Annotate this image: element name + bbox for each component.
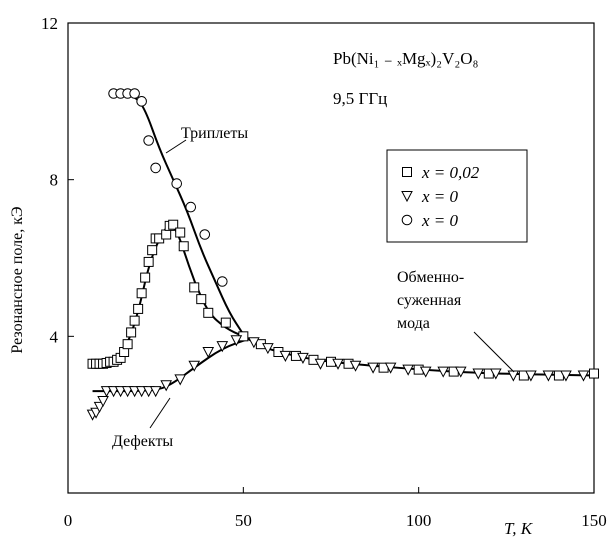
annotation-triplets: Триплеты <box>181 125 248 142</box>
y-axis-label: Резонансное поле, кЭ <box>9 206 26 353</box>
series-square <box>87 219 599 381</box>
data-point-square <box>126 327 137 338</box>
data-point-square <box>133 303 144 314</box>
data-point-triangle-down <box>525 370 537 382</box>
data-point-circle <box>136 96 147 107</box>
data-point-triangle-down <box>135 386 148 398</box>
annotation-exchange-mode-line2: суженная <box>397 292 462 309</box>
data-point-circle <box>216 276 228 287</box>
data-point-triangle-down <box>160 380 173 392</box>
annotation-defects: Дефекты <box>112 433 173 450</box>
annotation-triplets-pointer <box>165 139 187 154</box>
data-point-square <box>168 219 179 230</box>
data-point-square <box>220 317 231 328</box>
data-point-triangle-down <box>349 360 362 372</box>
annotation-exchange-mode-line3: мода <box>397 315 430 332</box>
data-point-triangle-down <box>188 360 201 372</box>
y-tick-label: 8 <box>50 171 59 190</box>
data-point-circle <box>171 178 183 189</box>
legend-marker-triangle-down <box>401 191 413 203</box>
legend-marker-square <box>402 167 412 177</box>
data-point-square <box>189 282 200 293</box>
data-point-circle <box>199 229 211 240</box>
x-tick-label: 50 <box>235 511 252 530</box>
x-tick-label: 0 <box>64 511 73 530</box>
data-point-circle <box>143 135 154 146</box>
series-circle <box>108 88 228 287</box>
data-point-triangle-down <box>174 374 187 386</box>
data-point-triangle-down <box>314 358 327 370</box>
data-point-square <box>136 288 147 299</box>
legend-label: x = 0 <box>421 187 459 206</box>
plot-area-border <box>67 22 595 494</box>
data-point-triangle-down <box>121 386 134 398</box>
data-point-square <box>589 368 599 379</box>
x-axis-label: T, K <box>504 519 534 538</box>
data-point-triangle-down <box>97 395 109 408</box>
data-point-triangle-down <box>367 362 379 374</box>
data-point-triangle-down <box>577 370 590 382</box>
data-point-square <box>175 227 186 238</box>
data-point-triangle-down <box>454 366 467 378</box>
data-point-triangle-down <box>100 386 113 398</box>
data-point-triangle-down <box>262 343 274 355</box>
data-point-triangle-down <box>142 386 155 398</box>
data-point-triangle-down <box>542 370 555 382</box>
y-tick-label: 4 <box>50 327 59 346</box>
data-point-triangle-down <box>489 368 502 380</box>
data-point-triangle-down <box>507 370 520 382</box>
axis-ticks: 0 50 100 150 4 8 12 <box>41 14 607 530</box>
data-point-square <box>196 294 207 305</box>
annotation-exchange-mode: Обменно- суженная мода <box>397 269 464 332</box>
data-point-triangle-down <box>384 362 397 374</box>
data-point-triangle-down <box>297 352 309 364</box>
plot-frame <box>67 22 595 494</box>
data-point-triangle-down <box>248 337 260 349</box>
data-point-square <box>122 339 133 350</box>
legend-label: x = 0,02 <box>421 163 480 182</box>
data-point-triangle-down <box>128 386 141 398</box>
legend: x = 0,02 x = 0 x = 0 <box>386 149 528 243</box>
data-markers <box>86 88 599 421</box>
data-point-square <box>143 256 154 267</box>
legend-box <box>386 149 528 243</box>
data-point-triangle-down <box>402 364 414 376</box>
data-point-triangle-down <box>437 366 450 378</box>
data-point-triangle-down <box>230 335 243 347</box>
data-point-circle <box>150 162 161 174</box>
data-point-triangle-down <box>216 341 229 353</box>
legend-label: x = 0 <box>421 211 459 230</box>
data-point-square <box>147 245 158 256</box>
data-point-triangle-down <box>472 368 485 380</box>
data-point-triangle-down <box>560 370 572 382</box>
data-point-square <box>161 229 172 240</box>
data-point-triangle-down <box>279 350 292 362</box>
data-point-square <box>178 241 189 252</box>
annotation-exchange-mode-pointer <box>473 331 515 373</box>
y-tick-label: 12 <box>41 14 58 33</box>
data-point-triangle-down <box>107 386 120 398</box>
data-point-circle <box>185 201 197 213</box>
data-point-triangle-down <box>332 358 344 370</box>
data-point-circle <box>129 88 140 99</box>
data-point-triangle-down <box>149 386 162 398</box>
chart-subtitle-frequency: 9,5 ГГц <box>333 89 387 108</box>
data-point-square <box>129 315 140 326</box>
series-triangle-down <box>86 335 590 421</box>
data-point-square <box>203 307 214 318</box>
annotation-defects-pointer <box>149 397 171 429</box>
legend-marker-circle <box>401 214 413 226</box>
annotation-exchange-mode-line1: Обменно- <box>397 269 464 286</box>
x-tick-label: 100 <box>406 511 432 530</box>
data-point-triangle-down <box>202 347 215 359</box>
chart-title-formula: Pb(Ni₁ ₋ ₓMgₓ)₂V₂O₈ <box>333 49 479 68</box>
data-point-triangle-down <box>114 386 127 398</box>
x-tick-label: 150 <box>581 511 607 530</box>
data-point-square <box>140 272 151 283</box>
data-point-triangle-down <box>419 366 432 378</box>
